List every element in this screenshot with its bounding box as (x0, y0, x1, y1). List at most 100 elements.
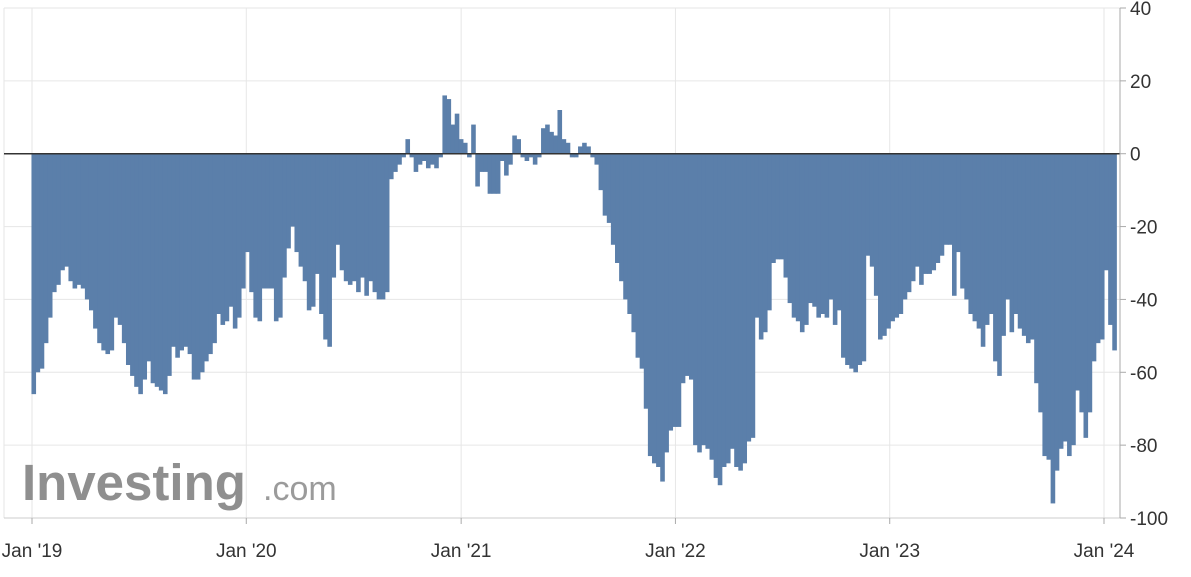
bar (590, 153, 595, 158)
bar (356, 153, 361, 293)
bar (812, 153, 817, 307)
bar (964, 153, 969, 300)
bar (236, 153, 242, 318)
bar (109, 153, 115, 351)
bar (931, 153, 937, 271)
bar (376, 153, 382, 300)
bar (343, 153, 349, 282)
bar (820, 153, 826, 314)
bar (972, 153, 978, 322)
bar (923, 153, 928, 274)
bar (504, 153, 509, 176)
bar (512, 135, 517, 154)
bar (836, 153, 842, 311)
bar (730, 153, 735, 449)
bar (865, 153, 871, 256)
x-tick-label: Jan '23 (859, 541, 920, 562)
bar (278, 153, 283, 318)
bar (249, 153, 254, 293)
bar (746, 153, 752, 442)
bar (623, 153, 628, 300)
bar (446, 99, 452, 154)
x-tick-label: Jan '24 (1074, 541, 1135, 562)
bar (688, 153, 694, 380)
bar (319, 153, 324, 314)
bar (1095, 153, 1101, 344)
bar (536, 153, 542, 158)
bar (808, 153, 813, 304)
investing-logo: Investing .com (22, 454, 337, 511)
bar (647, 153, 653, 457)
bar (208, 153, 213, 355)
bar (1050, 153, 1056, 504)
bar (384, 153, 390, 293)
bar (672, 153, 678, 427)
bar (241, 153, 246, 289)
bar (976, 153, 982, 329)
bar (282, 153, 287, 278)
bar (43, 153, 49, 344)
bar (167, 153, 172, 376)
bar (919, 153, 924, 285)
bar (734, 153, 739, 467)
bar (31, 153, 37, 395)
bar (80, 153, 86, 289)
bar (483, 153, 489, 172)
bar (762, 153, 768, 333)
bar (60, 153, 65, 271)
bar (179, 153, 184, 351)
bar (454, 113, 460, 154)
bar (261, 153, 267, 289)
bar (1046, 153, 1052, 460)
bar (849, 153, 854, 369)
bar (1013, 153, 1019, 314)
bar (1067, 153, 1072, 457)
bar (88, 153, 94, 311)
bar (471, 124, 476, 154)
y-tick-label: -40 (1130, 290, 1157, 311)
bar (771, 153, 776, 263)
bar-series (31, 95, 1117, 504)
bar (1108, 153, 1113, 325)
bar (72, 153, 78, 289)
bar (187, 153, 193, 355)
bar (335, 153, 341, 245)
bar (150, 153, 156, 384)
bar (405, 139, 411, 154)
bar (352, 153, 357, 282)
bar (138, 153, 143, 395)
bar (68, 153, 74, 282)
bar (294, 153, 300, 253)
bar (795, 153, 801, 322)
bar (438, 153, 443, 158)
bar (882, 153, 887, 336)
bar (1021, 153, 1027, 336)
bar (717, 153, 723, 486)
bar (791, 153, 797, 318)
bar (557, 110, 563, 154)
bar (162, 153, 168, 395)
bar (656, 153, 661, 467)
bar (709, 153, 715, 460)
bar (212, 153, 217, 344)
bar (935, 153, 941, 263)
bar (323, 153, 328, 340)
bar (84, 153, 90, 300)
bar (499, 153, 505, 161)
bar (257, 153, 263, 322)
bar (479, 153, 484, 172)
bar (520, 153, 526, 158)
bar (1025, 153, 1031, 344)
bar (783, 153, 789, 278)
bar (286, 153, 291, 249)
bar (582, 142, 587, 154)
bar (265, 153, 271, 289)
bar (693, 153, 698, 446)
bar (397, 153, 402, 165)
bar (409, 153, 415, 158)
bar (1058, 153, 1064, 449)
bar (968, 153, 974, 314)
bar (906, 153, 912, 293)
bar (606, 153, 612, 223)
bar (388, 153, 394, 180)
